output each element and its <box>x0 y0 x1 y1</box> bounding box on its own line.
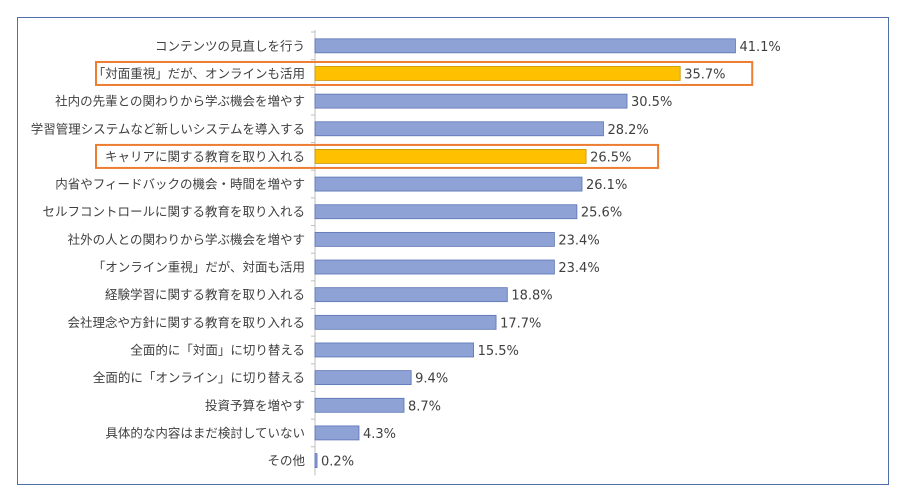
value-label: 41.1% <box>739 40 780 55</box>
category-label: 会社理念や方針に関する教育を取り入れる <box>67 315 305 330</box>
value-label: 28.2% <box>607 123 648 138</box>
chart-frame: コンテンツの見直しを行う 41.1% 「対面重視」だが、オンラインも活用 35.7% 社… <box>17 17 889 485</box>
highlighted-bar <box>314 149 587 164</box>
category-label: コンテンツの見直しを行う <box>155 38 305 53</box>
category-label: 「オンライン重視」だが、対面も活用 <box>93 260 305 275</box>
category-label: 全面的に「対面」に切り替える <box>130 342 305 357</box>
highlighted-bar <box>314 66 681 81</box>
category-label: 投資予算を増やす <box>205 398 305 413</box>
category-label: 内省やフィードバックの機会・時間を増やす <box>55 177 305 192</box>
highlight-box <box>95 60 754 86</box>
value-label: 26.5% <box>590 150 631 165</box>
bar <box>314 38 736 54</box>
bar-chart: コンテンツの見直しを行う 41.1% 「対面重視」だが、オンラインも活用 35.7% 社… <box>31 30 781 476</box>
value-label: 26.1% <box>586 178 627 193</box>
bar <box>314 287 508 303</box>
value-label: 23.4% <box>558 261 599 276</box>
bar <box>314 370 412 386</box>
category-label: 社外の人との関わりから学ぶ機会を増やす <box>68 232 305 247</box>
bar <box>314 453 318 468</box>
category-label: 社内の先輩との関わりから学ぶ機会を増やす <box>55 94 305 109</box>
value-label: 9.4% <box>415 372 448 387</box>
value-label: 35.7% <box>684 67 725 82</box>
value-label: 30.5% <box>631 95 672 110</box>
bar <box>314 397 405 413</box>
value-label: 25.6% <box>581 206 622 221</box>
bar <box>314 204 578 220</box>
value-label: 18.8% <box>511 289 552 304</box>
highlight-box <box>95 143 660 169</box>
bar <box>314 314 497 330</box>
value-label: 17.7% <box>500 316 541 331</box>
bar <box>314 93 628 109</box>
category-label: セルフコントロールに関する教育を取り入れる <box>42 204 305 219</box>
category-label: 学習管理システムなど新しいシステムを導入する <box>31 121 305 136</box>
bar <box>314 176 583 192</box>
bar <box>314 342 474 358</box>
value-label: 0.2% <box>321 455 354 470</box>
bar <box>314 121 604 137</box>
bar <box>314 259 555 275</box>
category-label: 「対面重視」だが、オンラインも活用 <box>93 66 305 81</box>
category-label: キャリアに関する教育を取り入れる <box>105 149 305 164</box>
category-label: 全面的に「オンライン」に切り替える <box>93 370 305 385</box>
category-label: その他 <box>267 453 305 468</box>
value-label: 23.4% <box>558 233 599 248</box>
bar <box>314 425 360 441</box>
value-label: 8.7% <box>408 399 441 414</box>
bar <box>314 231 555 247</box>
category-label: 経験学習に関する教育を取り入れる <box>105 287 305 302</box>
category-label: 具体的な内容はまだ検討していない <box>105 425 305 440</box>
value-label: 15.5% <box>478 344 519 359</box>
value-label: 4.3% <box>363 427 396 442</box>
